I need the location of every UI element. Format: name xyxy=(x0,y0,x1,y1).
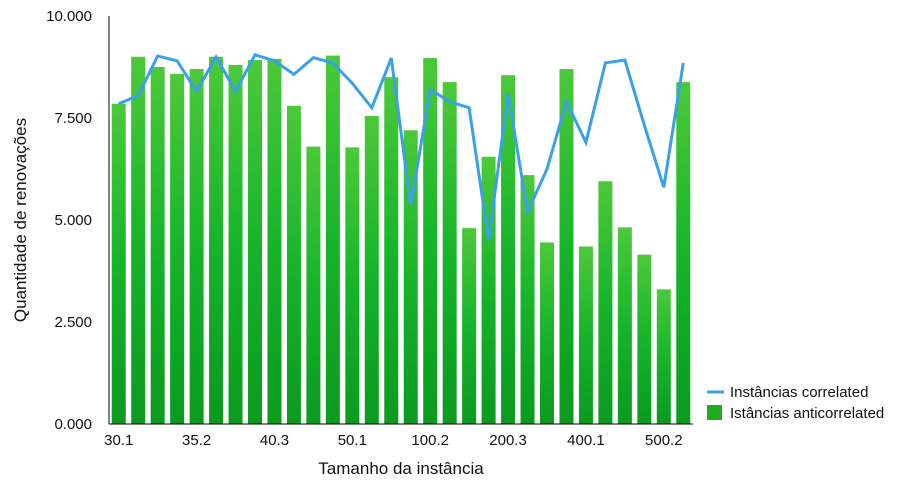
bar-anticorrelated-13 xyxy=(364,115,379,425)
x-tick-label-0: 30.1 xyxy=(104,432,133,449)
bar-anticorrelated-18 xyxy=(462,228,477,424)
legend-swatch-anticorrelated xyxy=(707,405,722,420)
y-tick-labels: 0.000 2.500 5.000 7.500 10.000 xyxy=(46,8,92,433)
bar-anticorrelated-9 xyxy=(286,105,301,424)
y-tick-label-4: 10.000 xyxy=(46,8,92,25)
bar-anticorrelated-17 xyxy=(442,82,457,424)
bar-anticorrelated-2 xyxy=(150,67,165,424)
x-tick-label-2: 40.3 xyxy=(260,432,289,449)
bar-anticorrelated-7 xyxy=(248,60,262,425)
bar-anticorrelated-11 xyxy=(325,55,340,424)
legend-label-anticorrelated: Istâncias anticorrelated xyxy=(730,405,884,422)
bar-anticorrelated-6 xyxy=(228,64,243,425)
line-correlated xyxy=(118,52,685,241)
bar-anticorrelated-0 xyxy=(111,103,126,424)
bar-anticorrelated-8 xyxy=(267,58,282,425)
y-tick-label-1: 2.500 xyxy=(54,314,92,331)
x-tick-label-4: 100.2 xyxy=(411,432,449,449)
x-tick-label-7: 500.2 xyxy=(645,432,683,449)
bar-anticorrelated-3 xyxy=(170,73,185,424)
y-tick-label-3: 7.500 xyxy=(54,110,92,127)
bars-layer xyxy=(111,55,691,425)
x-tick-label-3: 50.1 xyxy=(338,432,367,449)
bar-anticorrelated-12 xyxy=(345,147,360,424)
bar-anticorrelated-20 xyxy=(501,75,516,424)
bar-anticorrelated-14 xyxy=(384,77,399,424)
bar-anticorrelated-22 xyxy=(540,242,554,424)
x-tick-label-5: 200.3 xyxy=(489,432,527,449)
y-axis-title: Quantidade de renovações xyxy=(11,118,30,322)
bar-anticorrelated-28 xyxy=(656,289,671,424)
x-tick-label-6: 400.1 xyxy=(567,432,605,449)
y-tick-label-0: 0.000 xyxy=(54,416,92,433)
bar-anticorrelated-29 xyxy=(676,82,691,424)
bar-anticorrelated-15 xyxy=(403,130,418,425)
bar-anticorrelated-21 xyxy=(520,175,535,424)
legend: Instâncias correlated Istâncias anticorr… xyxy=(707,384,884,422)
bar-anticorrelated-10 xyxy=(306,146,321,424)
bar-anticorrelated-25 xyxy=(598,181,613,424)
bar-anticorrelated-4 xyxy=(189,69,204,424)
bar-anticorrelated-1 xyxy=(131,56,146,425)
y-tick-label-2: 5.000 xyxy=(54,212,92,229)
bar-anticorrelated-5 xyxy=(209,56,224,425)
bar-anticorrelated-26 xyxy=(617,227,632,424)
line-layer xyxy=(118,52,685,241)
x-axis-title: Tamanho da instância xyxy=(318,459,484,478)
axes-layer xyxy=(108,16,693,425)
bar-anticorrelated-16 xyxy=(423,58,438,425)
bar-anticorrelated-27 xyxy=(637,254,652,424)
legend-label-correlated: Instâncias correlated xyxy=(730,384,868,401)
bar-anticorrelated-23 xyxy=(559,69,574,424)
bar-anticorrelated-24 xyxy=(578,246,593,424)
x-tick-labels: 30.1 35.2 40.3 50.1 100.2 200.3 400.1 500.2 xyxy=(104,432,682,449)
x-tick-label-1: 35.2 xyxy=(182,432,211,449)
